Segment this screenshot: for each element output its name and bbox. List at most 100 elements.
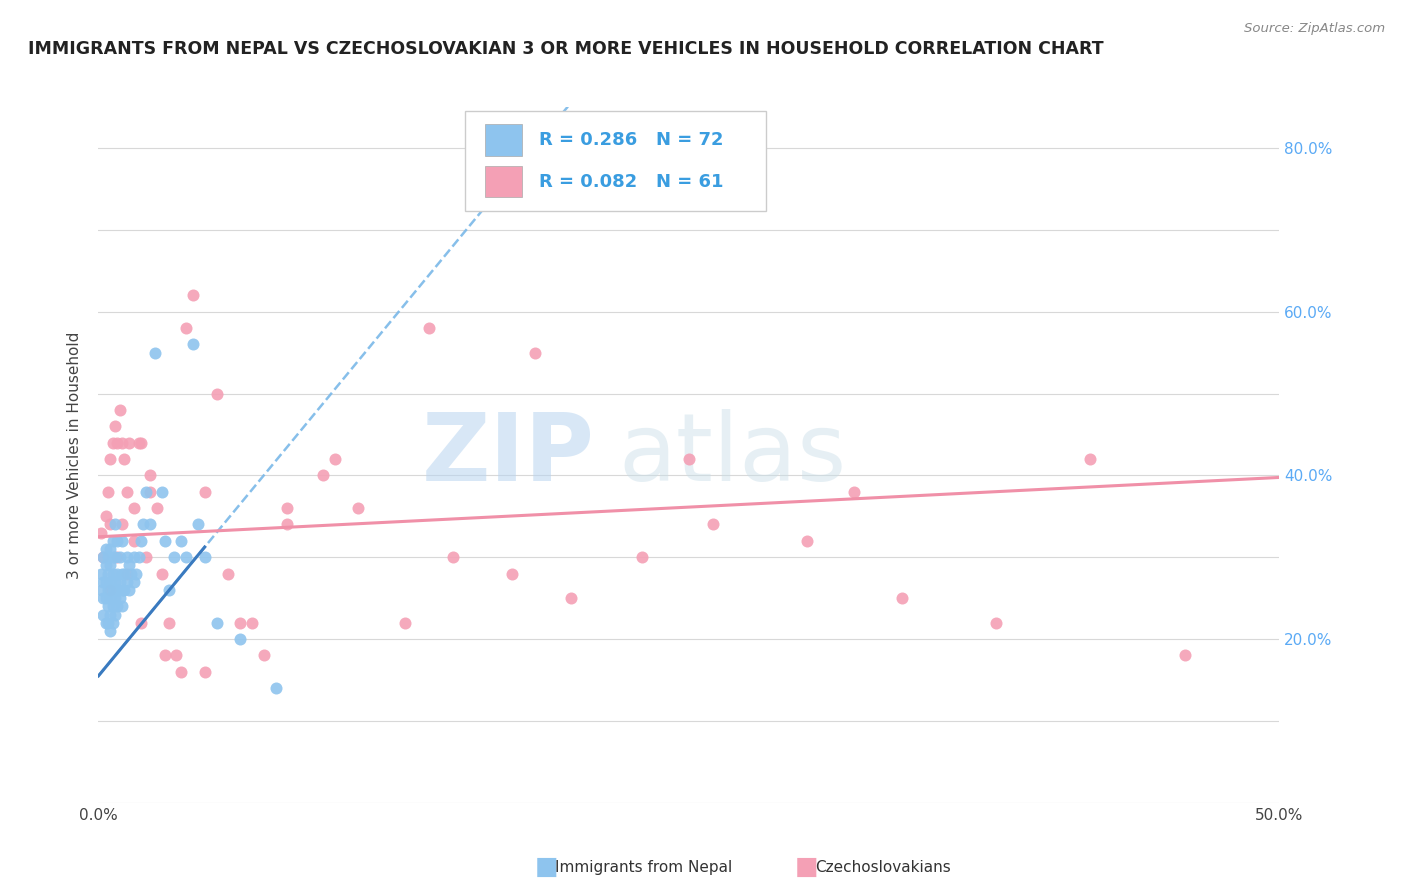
Point: [98, 452, 121, 467]
Point: [796, 533, 818, 548]
Point: [418, 321, 440, 335]
Point: [181, 288, 204, 302]
Point: [157, 615, 180, 630]
Bar: [485, 124, 523, 156]
Point: [97, 550, 120, 565]
Point: [118, 435, 141, 450]
Point: [128, 550, 150, 565]
Point: [101, 435, 124, 450]
Point: [98, 624, 121, 638]
Point: [253, 648, 276, 663]
Point: [143, 345, 166, 359]
Text: ■: ■: [794, 855, 818, 879]
Point: [125, 566, 148, 581]
Point: [108, 403, 131, 417]
Point: [115, 484, 138, 499]
Point: [139, 468, 162, 483]
Point: [91, 607, 114, 622]
Point: [139, 484, 162, 499]
Text: IMMIGRANTS FROM NEPAL VS CZECHOSLOVAKIAN 3 OR MORE VEHICLES IN HOUSEHOLD CORRELA: IMMIGRANTS FROM NEPAL VS CZECHOSLOVAKIAN…: [28, 40, 1104, 58]
Text: atlas: atlas: [619, 409, 846, 501]
Point: [105, 599, 128, 614]
Point: [94, 574, 117, 589]
Point: [104, 591, 127, 606]
Point: [98, 582, 121, 597]
Text: Source: ZipAtlas.com: Source: ZipAtlas.com: [1244, 22, 1385, 36]
Point: [844, 484, 866, 499]
Point: [165, 648, 187, 663]
Point: [91, 550, 114, 565]
Point: [150, 484, 173, 499]
Text: Immigrants from Nepal: Immigrants from Nepal: [555, 860, 733, 874]
Point: [108, 574, 131, 589]
Point: [229, 632, 252, 646]
Point: [153, 648, 176, 663]
Point: [157, 582, 180, 597]
Text: ZIP: ZIP: [422, 409, 595, 501]
Point: [153, 533, 176, 548]
Point: [101, 533, 124, 548]
Point: [678, 452, 700, 467]
Point: [104, 550, 127, 565]
Point: [111, 566, 134, 581]
Point: [122, 501, 145, 516]
Point: [229, 615, 252, 630]
Point: [560, 591, 582, 606]
Point: [194, 550, 217, 565]
Point: [101, 599, 124, 614]
Point: [101, 582, 124, 597]
Point: [97, 484, 120, 499]
Point: [108, 550, 131, 565]
Text: R = 0.082   N = 61: R = 0.082 N = 61: [538, 173, 724, 191]
Point: [150, 566, 173, 581]
Point: [276, 501, 298, 516]
Point: [524, 345, 547, 359]
Point: [441, 550, 464, 565]
Point: [118, 558, 141, 573]
Point: [115, 550, 138, 565]
Point: [170, 665, 193, 679]
Point: [105, 550, 128, 565]
Point: [132, 517, 155, 532]
Point: [181, 337, 204, 351]
Point: [101, 550, 124, 565]
FancyBboxPatch shape: [464, 111, 766, 211]
Point: [122, 533, 145, 548]
Point: [139, 517, 162, 532]
Point: [174, 321, 197, 335]
Point: [94, 542, 117, 557]
Point: [129, 533, 152, 548]
Bar: [485, 166, 523, 197]
Y-axis label: 3 or more Vehicles in Household: 3 or more Vehicles in Household: [67, 331, 83, 579]
Point: [105, 435, 128, 450]
Point: [984, 615, 1007, 630]
Point: [187, 517, 209, 532]
Point: [111, 582, 134, 597]
Point: [312, 468, 335, 483]
Point: [115, 566, 138, 581]
Point: [702, 517, 724, 532]
Point: [94, 509, 117, 524]
Point: [98, 517, 121, 532]
Point: [121, 566, 143, 581]
Point: [98, 542, 121, 557]
Point: [323, 452, 346, 467]
Point: [276, 517, 298, 532]
Point: [105, 566, 128, 581]
Point: [97, 599, 120, 614]
Point: [111, 533, 134, 548]
Point: [97, 582, 120, 597]
Point: [135, 550, 157, 565]
Point: [174, 550, 197, 565]
Point: [94, 558, 117, 573]
Point: [104, 419, 127, 434]
Point: [890, 591, 912, 606]
Point: [90, 582, 112, 597]
Point: [94, 591, 117, 606]
Point: [217, 566, 239, 581]
Point: [104, 574, 127, 589]
Point: [1174, 648, 1197, 663]
Point: [163, 550, 186, 565]
Point: [128, 435, 150, 450]
Point: [630, 550, 652, 565]
